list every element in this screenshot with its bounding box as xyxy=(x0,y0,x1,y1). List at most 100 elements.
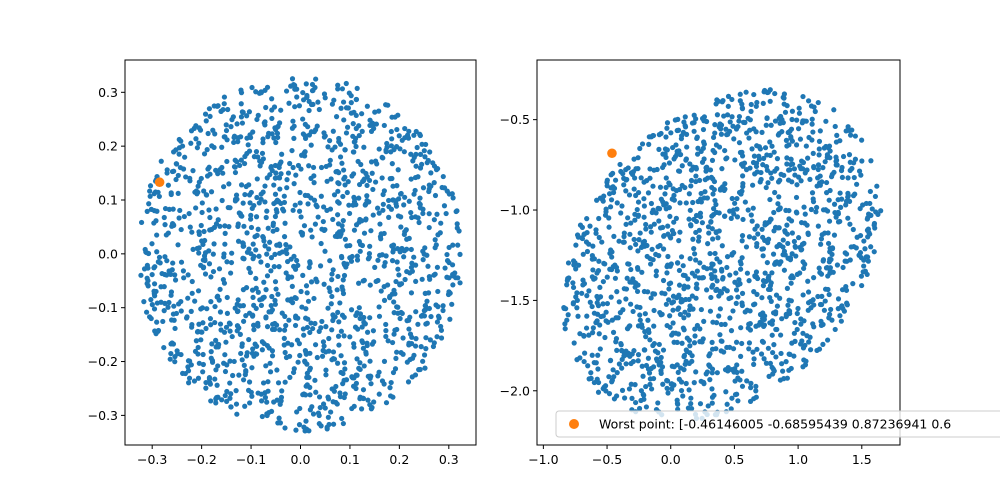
data-point xyxy=(258,191,264,197)
data-point xyxy=(336,135,342,142)
data-point xyxy=(581,358,587,365)
data-point xyxy=(287,244,293,250)
data-point xyxy=(748,385,754,391)
data-point xyxy=(170,206,176,212)
data-point xyxy=(810,150,816,156)
data-point xyxy=(317,263,324,269)
data-point xyxy=(816,265,822,271)
data-point xyxy=(641,214,647,220)
data-point xyxy=(850,226,856,233)
data-point xyxy=(595,268,602,274)
data-point xyxy=(444,251,450,258)
data-point xyxy=(668,130,674,136)
data-point xyxy=(335,212,341,218)
data-point xyxy=(330,128,336,134)
data-point xyxy=(656,341,662,348)
data-point xyxy=(674,397,680,403)
data-point xyxy=(763,360,770,366)
data-point xyxy=(268,408,275,415)
data-point xyxy=(243,353,250,359)
data-point xyxy=(245,387,252,393)
data-point xyxy=(199,209,205,216)
data-point xyxy=(295,359,301,365)
data-point xyxy=(642,329,648,335)
data-point xyxy=(823,190,830,196)
data-point xyxy=(290,207,296,213)
data-point xyxy=(678,387,685,394)
data-point xyxy=(691,246,697,252)
data-point xyxy=(740,216,746,223)
data-point xyxy=(159,270,165,277)
data-point xyxy=(845,175,851,181)
data-point xyxy=(765,236,772,242)
data-point xyxy=(843,128,849,134)
data-point xyxy=(323,372,329,378)
data-point xyxy=(381,358,388,364)
data-point xyxy=(246,109,253,115)
data-point xyxy=(851,174,857,181)
data-point xyxy=(432,237,438,243)
data-point xyxy=(292,322,299,329)
data-point xyxy=(874,183,880,189)
data-point xyxy=(282,313,288,319)
data-point xyxy=(423,141,429,148)
data-point xyxy=(852,191,858,197)
data-point xyxy=(257,158,263,164)
data-point xyxy=(368,406,374,412)
data-point xyxy=(641,196,647,202)
data-point xyxy=(404,268,410,275)
data-point xyxy=(240,377,247,383)
data-point xyxy=(196,250,202,256)
data-point xyxy=(774,259,780,265)
data-point xyxy=(282,349,288,356)
data-point xyxy=(144,309,150,315)
data-point xyxy=(601,193,607,199)
data-point xyxy=(822,298,828,304)
data-point xyxy=(214,294,220,300)
data-point xyxy=(254,194,260,201)
data-point xyxy=(721,113,727,119)
x-tick-label: 0.5 xyxy=(724,452,744,467)
data-point xyxy=(682,361,688,367)
data-point xyxy=(259,413,265,420)
data-point xyxy=(316,394,323,400)
data-point xyxy=(753,383,759,389)
data-point xyxy=(663,175,669,181)
data-point xyxy=(388,379,394,386)
worst-point-marker xyxy=(607,148,617,159)
data-point xyxy=(254,116,260,123)
data-point xyxy=(613,336,620,342)
data-point xyxy=(265,388,271,394)
data-point xyxy=(149,271,155,278)
data-point xyxy=(217,309,224,315)
data-point xyxy=(709,339,715,345)
data-point xyxy=(172,359,178,365)
data-point xyxy=(219,397,225,403)
data-point xyxy=(294,409,300,415)
data-point xyxy=(426,188,432,195)
data-point xyxy=(713,101,719,107)
data-point xyxy=(377,221,383,227)
data-point xyxy=(288,298,294,304)
data-point xyxy=(264,251,270,257)
data-point xyxy=(176,151,182,157)
data-point xyxy=(409,260,415,266)
data-point xyxy=(301,223,308,229)
data-point xyxy=(701,381,707,387)
data-point xyxy=(763,184,769,191)
data-point xyxy=(275,134,281,141)
data-point xyxy=(277,420,283,426)
data-point xyxy=(344,124,351,130)
data-point xyxy=(803,118,809,124)
data-point xyxy=(224,398,230,404)
data-point xyxy=(868,244,874,250)
data-point xyxy=(743,244,750,250)
data-point xyxy=(187,224,193,230)
data-point xyxy=(144,208,150,214)
data-point xyxy=(227,395,233,401)
data-point xyxy=(770,366,776,372)
data-point xyxy=(380,155,386,161)
data-point xyxy=(817,128,823,134)
data-point xyxy=(173,147,179,153)
data-point xyxy=(402,194,408,200)
